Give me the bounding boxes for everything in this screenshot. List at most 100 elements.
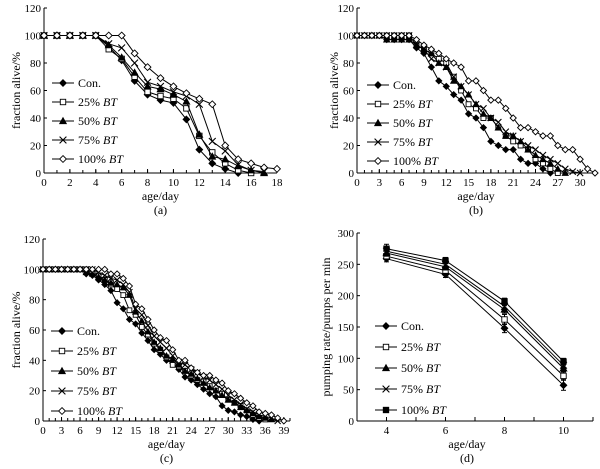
chart-panel-a: 0 20 40 60 80 100 120 0 2 4 6 8 10 12 14 16 18 age/day(a)… <box>9 3 283 217</box>
marker-triangle-filled <box>382 35 391 43</box>
marker-diamond-open <box>464 77 473 85</box>
marker-diamond-filled <box>524 159 532 168</box>
legend-label: 25% BT <box>78 95 118 109</box>
legend-label-italic: BT <box>426 340 441 354</box>
y-tick-label: 100 <box>24 264 41 276</box>
marker-square-filled <box>383 245 390 252</box>
marker-x <box>450 73 458 81</box>
marker-diamond-open <box>516 123 525 132</box>
legend-label-italic: BT <box>102 384 117 398</box>
marker-diamond-open <box>412 35 421 44</box>
marker-square-open <box>560 372 567 380</box>
marker-diamond-open <box>247 159 256 168</box>
marker-diamond-open <box>261 409 269 418</box>
marker-triangle-filled <box>501 131 510 139</box>
marker-triangle-filled <box>119 283 127 291</box>
marker-x <box>117 44 126 52</box>
marker-square-open <box>144 88 151 96</box>
y-tick-label: 120 <box>338 3 355 15</box>
legend-label-italic: BT <box>418 116 433 130</box>
marker-x <box>156 82 165 91</box>
legend-label-italic: BT <box>103 114 118 128</box>
marker-x <box>150 332 158 340</box>
y-tick-label: 100 <box>25 31 42 43</box>
marker-diamond-open <box>375 31 384 40</box>
marker-triangle-filled <box>175 361 183 368</box>
marker-square-open <box>510 138 517 145</box>
marker-diamond-open <box>169 346 177 354</box>
legend-label: 75% BT <box>77 384 117 398</box>
marker-diamond-filled <box>374 81 382 89</box>
marker-diamond-open <box>45 265 53 273</box>
marker-diamond-filled <box>500 324 509 333</box>
legend-label-prefix: 50% <box>77 364 102 378</box>
x-tick-label: 6 <box>399 177 405 189</box>
marker-x <box>435 59 443 67</box>
legend-label-italic: BT <box>109 152 124 166</box>
marker-triangle-filled <box>524 145 532 153</box>
series-line <box>386 252 564 369</box>
marker-x <box>119 281 127 288</box>
marker-x <box>413 41 420 49</box>
chart-panel-d: 0 50 100 150 200 250 300 4 6 8 10 age/day(d) pumping… <box>319 228 594 465</box>
marker-triangle-filled <box>131 307 140 315</box>
marker-triangle-filled <box>195 130 204 138</box>
marker-diamond-open <box>435 49 443 58</box>
marker-diamond-open <box>236 394 245 402</box>
legend-label: Con. <box>393 78 416 92</box>
marker-x <box>517 137 525 145</box>
legend-label: 100% BT <box>78 152 124 166</box>
marker-x <box>234 160 242 169</box>
marker-x <box>59 136 67 144</box>
marker-diamond-open <box>479 86 488 95</box>
x-tick-label: 9 <box>421 177 427 189</box>
marker-diamond-filled <box>206 390 214 398</box>
marker-diamond-open <box>138 305 146 313</box>
marker-triangle-filled <box>143 82 152 90</box>
series-line <box>386 255 564 377</box>
marker-x <box>465 91 473 99</box>
marker-x <box>206 376 214 384</box>
marker-diamond-open <box>76 265 84 273</box>
marker-triangle-filled <box>162 351 171 359</box>
x-tick-label: 18 <box>272 177 284 189</box>
legend-label-prefix: 25% <box>78 95 103 109</box>
marker-diamond-open <box>208 100 217 109</box>
marker-x <box>243 405 251 413</box>
marker-x <box>524 142 532 149</box>
marker-diamond-open <box>193 368 202 377</box>
marker-x <box>487 114 495 122</box>
marker-triangle-filled <box>218 391 226 399</box>
legend-label-italic: BT <box>108 404 123 418</box>
legend-label-italic: BT <box>418 135 433 149</box>
marker-diamond-filled <box>187 376 195 384</box>
marker-x <box>260 167 268 176</box>
series-100-bt <box>39 31 282 173</box>
marker-diamond-filled <box>382 322 390 330</box>
marker-diamond-open <box>58 154 68 164</box>
y-tick-label: 0 <box>349 416 355 428</box>
y-tick-label: 200 <box>338 291 355 303</box>
x-tick-label: 6 <box>77 425 83 437</box>
x-tick-label: 2 <box>67 177 73 189</box>
marker-diamond-open <box>546 132 555 140</box>
legend-label-prefix: 75% <box>393 135 418 149</box>
marker-x <box>218 385 226 393</box>
marker-x <box>163 344 170 352</box>
legend-label: Con. <box>77 324 100 338</box>
marker-triangle-filled <box>531 151 540 159</box>
marker-diamond-open <box>221 141 230 150</box>
marker-diamond-open <box>131 300 140 308</box>
marker-diamond-open <box>156 333 164 342</box>
marker-x <box>494 118 502 126</box>
y-tick-label: 60 <box>29 325 41 337</box>
marker-diamond-open <box>383 31 391 40</box>
marker-x <box>249 408 257 416</box>
x-tick-label: 12 <box>194 177 205 189</box>
marker-triangle-filled <box>57 366 67 375</box>
marker-diamond-filled <box>132 320 140 328</box>
y-tick-label: 20 <box>343 141 355 153</box>
x-tick-label: 15 <box>130 425 142 437</box>
x-tick-label: 33 <box>241 425 253 437</box>
